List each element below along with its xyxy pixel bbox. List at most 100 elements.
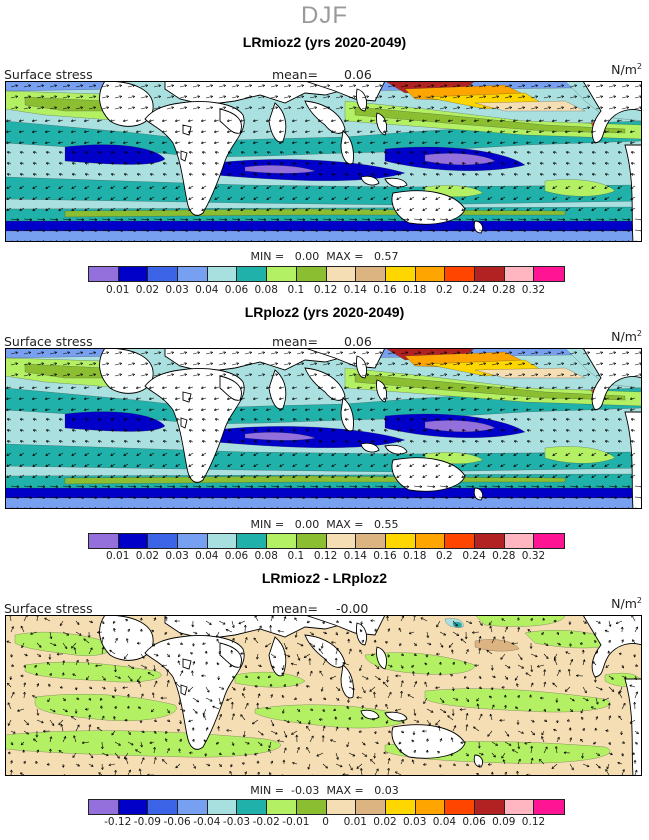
colorbar-swatch xyxy=(505,267,535,281)
colorbar-tick-label: 0.28 xyxy=(492,284,515,296)
colorbar-swatch xyxy=(534,800,564,814)
colorbar-swatch xyxy=(356,534,386,548)
mean-label: mean= xyxy=(272,67,318,82)
colorbar-tick-label: 0.14 xyxy=(344,550,367,562)
colorbar-tick-label: 0.14 xyxy=(344,284,367,296)
min-max-readout: MIN = 0.00 MAX = 0.55 xyxy=(0,518,649,531)
colorbar-tick-label: 0.06 xyxy=(462,816,485,828)
colorbar-swatch xyxy=(267,267,297,281)
units-base: N/m xyxy=(611,62,637,77)
colorbar-swatch xyxy=(267,534,297,548)
colorbar-swatch xyxy=(327,267,357,281)
colorbar-swatch xyxy=(416,267,446,281)
colorbar-tick-label: 0.01 xyxy=(344,816,367,828)
colorbar-tick-label: 0.12 xyxy=(314,550,337,562)
colorbar-swatch xyxy=(297,267,327,281)
units-label: N/m2 xyxy=(611,596,642,611)
colorbar-swatch xyxy=(475,800,505,814)
colorbar-tick-label: 0.12 xyxy=(522,816,545,828)
colorbar-swatch xyxy=(327,800,357,814)
colorbar-swatch xyxy=(416,800,446,814)
colorbar-swatch xyxy=(148,534,178,548)
colorbar-swatch xyxy=(178,267,208,281)
field-label: Surface stress xyxy=(4,601,93,616)
colorbar-tick-label: 0.06 xyxy=(225,550,248,562)
colorbar-swatch xyxy=(89,800,119,814)
colorbar-tick-label: 0.02 xyxy=(136,284,159,296)
colorbar-swatch xyxy=(445,267,475,281)
colorbar-swatch xyxy=(267,800,297,814)
colorbar-swatch xyxy=(356,267,386,281)
colorbar-swatch xyxy=(148,800,178,814)
colorbar-tick-label: -0.12 xyxy=(104,816,131,828)
colorbar-swatch xyxy=(237,534,267,548)
colorbar-swatch xyxy=(475,267,505,281)
units-base: N/m xyxy=(611,596,637,611)
min-max-readout: MIN = 0.00 MAX = 0.57 xyxy=(0,250,649,263)
colorbar-swatch xyxy=(505,800,535,814)
colorbar-tick-label: -0.01 xyxy=(282,816,309,828)
colorbar-swatch xyxy=(297,800,327,814)
colorbar-tick-label: 0.04 xyxy=(195,284,218,296)
colorbar-tick-label: 0.09 xyxy=(492,816,515,828)
field-label: Surface stress xyxy=(4,67,93,82)
colorbar-tick-label: 0.04 xyxy=(195,550,218,562)
colorbar-tick-label: -0.04 xyxy=(193,816,220,828)
mean-label: mean= xyxy=(272,601,318,616)
panel-title: LRmioz2 - LRploz2 xyxy=(0,570,649,586)
colorbar-swatch xyxy=(297,534,327,548)
colorbar-swatch xyxy=(416,534,446,548)
units-base: N/m xyxy=(611,329,637,344)
colorbar-tick-label: 0.06 xyxy=(225,284,248,296)
colorbar-swatch xyxy=(178,534,208,548)
colorbar-swatch xyxy=(445,800,475,814)
colorbar-tick-label: 0.08 xyxy=(254,284,277,296)
units-label: N/m2 xyxy=(611,62,642,77)
colorbar-tick-label: -0.09 xyxy=(134,816,161,828)
colorbar-swatch xyxy=(386,800,416,814)
panel-3: LRmioz2 - LRploz2 Surface stress mean= -… xyxy=(0,570,649,840)
colorbar-swatch xyxy=(148,267,178,281)
mean-value: -0.00 xyxy=(336,601,368,616)
colorbar-swatch xyxy=(208,800,238,814)
colorbar-swatch xyxy=(356,800,386,814)
colorbar-tick-label: 0.01 xyxy=(106,284,129,296)
units-exponent: 2 xyxy=(637,596,642,605)
colorbar-swatch xyxy=(119,800,149,814)
colorbar-swatch xyxy=(89,267,119,281)
colorbar-tick-label: 0.24 xyxy=(462,550,485,562)
colorbar-tick-label: -0.03 xyxy=(223,816,250,828)
colorbar-swatch xyxy=(237,267,267,281)
stress-map xyxy=(5,81,642,242)
colorbar xyxy=(88,533,565,549)
colorbar-tick-label: -0.02 xyxy=(253,816,280,828)
mean-label: mean= xyxy=(272,334,318,349)
colorbar-swatch xyxy=(208,534,238,548)
colorbar-swatch xyxy=(327,534,357,548)
colorbar-swatch xyxy=(445,534,475,548)
colorbar-swatch xyxy=(475,534,505,548)
colorbar-tick-label: 0.18 xyxy=(403,284,426,296)
panel-title: LRmioz2 (yrs 2020-2049) xyxy=(0,34,649,50)
colorbar-tick-label: 0.1 xyxy=(288,284,305,296)
stress-map xyxy=(5,615,642,776)
colorbar-tick-label: 0.32 xyxy=(522,284,545,296)
colorbar-tick-label: 0.08 xyxy=(254,550,277,562)
colorbar-swatch xyxy=(178,800,208,814)
panel-title: LRploz2 (yrs 2020-2049) xyxy=(0,304,649,320)
colorbar-swatch xyxy=(386,534,416,548)
colorbar-tick-label: 0.02 xyxy=(373,816,396,828)
colorbar-tick-label: 0.18 xyxy=(403,550,426,562)
field-label: Surface stress xyxy=(4,334,93,349)
panel-1: LRmioz2 (yrs 2020-2049) Surface stress m… xyxy=(0,34,649,304)
season-title: DJF xyxy=(0,2,649,30)
units-exponent: 2 xyxy=(637,329,642,338)
colorbar-swatch xyxy=(89,534,119,548)
colorbar-tick-label: 0.12 xyxy=(314,284,337,296)
colorbar-tick-label: 0.24 xyxy=(462,284,485,296)
units-exponent: 2 xyxy=(637,62,642,71)
units-label: N/m2 xyxy=(611,329,642,344)
colorbar-tick-label: 0.01 xyxy=(106,550,129,562)
